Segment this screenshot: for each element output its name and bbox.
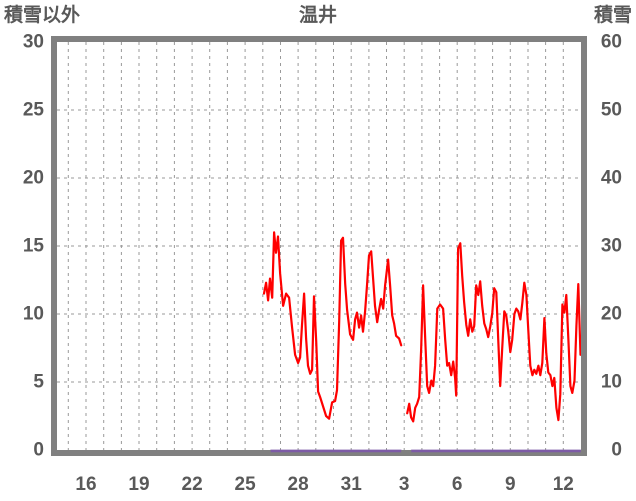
x-axis-tick-label: 9: [505, 474, 516, 495]
right-axis-tick-label: 20: [601, 304, 622, 325]
x-axis-tick-label: 28: [288, 474, 309, 495]
right-axis-tick-label: 60: [601, 32, 622, 53]
right-axis-tick-label: 50: [601, 100, 622, 121]
plot-frame: [51, 36, 587, 456]
series-line-other-than-snow: [262, 231, 403, 420]
station-title: 温井: [298, 5, 337, 26]
left-axis-tick-label: 5: [33, 372, 44, 393]
right-axis-tick-label: 10: [601, 372, 622, 393]
x-axis-tick-label: 19: [128, 474, 149, 495]
left-axis-tick-label: 25: [23, 100, 45, 121]
left-axis-tick-label: 10: [23, 304, 44, 325]
left-axis-tick-label: 20: [23, 168, 44, 189]
left-axis-tick-label: 0: [33, 440, 44, 461]
x-axis-tick-label: 31: [341, 474, 363, 495]
x-axis-tick-label: 16: [75, 474, 96, 495]
x-axis-tick-label: 12: [553, 474, 574, 495]
left-axis-tick-label: 15: [23, 236, 45, 257]
right-axis-tick-label: 0: [611, 440, 622, 461]
x-axis-tick-label: 3: [399, 474, 410, 495]
right-axis-tick-label: 30: [601, 236, 622, 257]
left-axis-title: 積雪以外: [4, 5, 81, 26]
x-axis-tick-label: 22: [182, 474, 203, 495]
right-axis-tick-label: 40: [601, 168, 622, 189]
x-axis-tick-label: 25: [235, 474, 257, 495]
series-line-other-than-snow: [406, 242, 582, 423]
x-axis-tick-label: 6: [452, 474, 463, 495]
left-axis-tick-label: 30: [23, 32, 44, 53]
right-axis-title: 積雪: [593, 5, 632, 26]
